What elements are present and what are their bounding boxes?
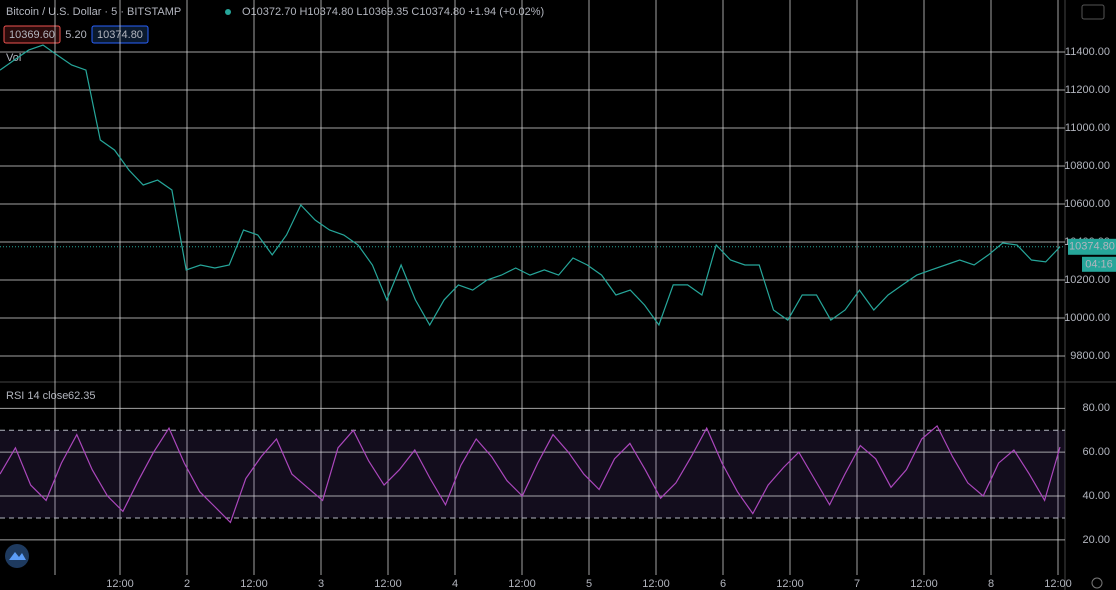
sell-button[interactable] (3, 25, 61, 44)
y-tick-label: 11000.00 (1065, 122, 1110, 134)
x-tick-label: 5 (586, 578, 592, 590)
series-line (0, 44, 1061, 327)
x-tick-label: 12:00 (374, 578, 402, 590)
x-tick-label: 12:00 (1044, 578, 1072, 590)
x-tick-label: 12:00 (508, 578, 536, 590)
spread: 5.20 (65, 29, 86, 41)
countdown: 04:16 (1085, 259, 1113, 271)
y-tick-label: 10000.00 (1064, 312, 1110, 324)
x-tick-label: 3 (318, 578, 324, 590)
x-tick-label: 8 (988, 578, 994, 590)
x-tick-label: 7 (854, 578, 860, 590)
screenshot-button[interactable] (1081, 4, 1105, 20)
x-tick-label: 12:00 (910, 578, 938, 590)
rsi-value: 62.35 (68, 390, 96, 402)
series-line (0, 424, 1061, 524)
y-tick-label: 10800.00 (1064, 160, 1110, 172)
price-tag: 10374.80 (1069, 241, 1115, 253)
symbol-title: Bitcoin / U.S. Dollar · 5 · BITSTAMP (6, 6, 181, 18)
y-tick-label: 11200.00 (1065, 84, 1110, 96)
rsi-title: RSI 14 close (6, 390, 68, 402)
y-tick-label: 40.00 (1082, 490, 1110, 502)
y-tick-label: 20.00 (1082, 534, 1110, 546)
y-tick-label: 60.00 (1082, 446, 1110, 458)
x-tick-label: 12:00 (776, 578, 804, 590)
y-tick-label: 80.00 (1082, 402, 1110, 414)
ohlc: O10372.70 H10374.80 L10369.35 C10374.80 … (242, 6, 544, 18)
x-tick-label: 6 (720, 578, 726, 590)
x-tick-label: 12:00 (106, 578, 134, 590)
status-dot (225, 9, 231, 15)
logo-icon (9, 552, 26, 560)
x-tick-label: 2 (184, 578, 190, 590)
countdown-bg (1082, 256, 1116, 272)
bid[interactable]: 10369.60 (9, 29, 55, 41)
volume-label: Vol (6, 52, 21, 64)
settings-button[interactable] (1091, 577, 1103, 589)
x-tick-label: 12:00 (642, 578, 670, 590)
x-tick-label: 4 (452, 578, 458, 590)
y-tick-label: 11400.00 (1065, 46, 1110, 58)
x-tick-label: 12:00 (240, 578, 268, 590)
y-tick-label: 10600.00 (1064, 198, 1110, 210)
price-tag-bg (1068, 238, 1116, 255)
y-tick-label: 10200.00 (1064, 274, 1110, 286)
y-tick-label: 9800.00 (1070, 350, 1110, 362)
